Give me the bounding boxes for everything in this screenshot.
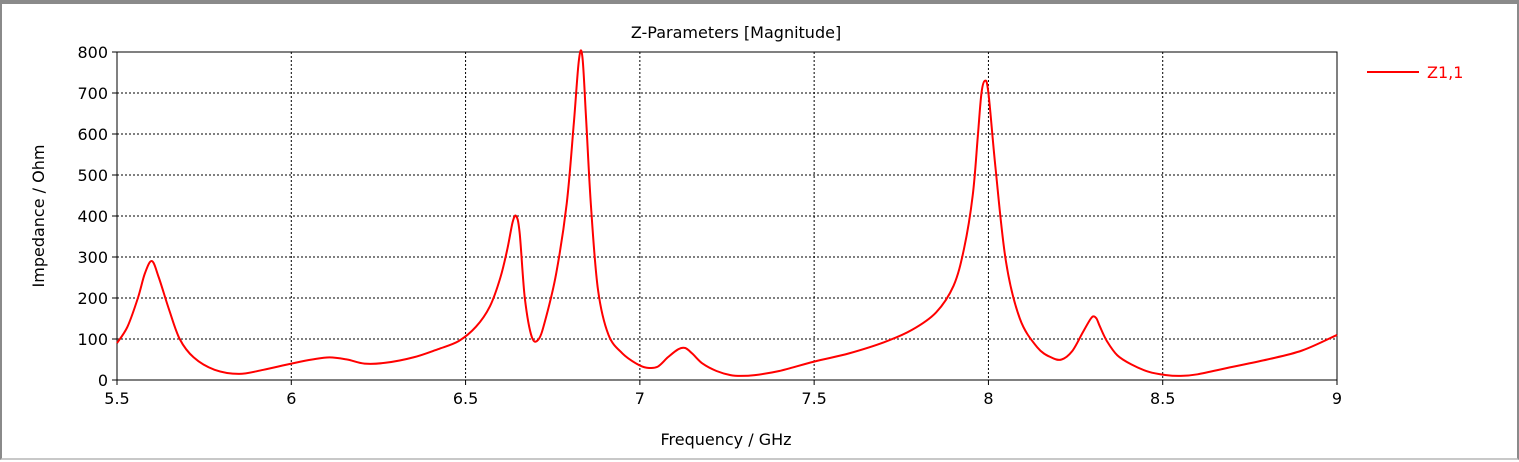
legend-label-z11: Z1,1	[1427, 63, 1463, 82]
y-tick-label: 200	[77, 289, 108, 308]
series-line-z11	[116, 49, 1338, 377]
y-tick-label: 300	[77, 248, 108, 267]
x-tick-label: 7.5	[801, 389, 826, 408]
x-tick-label: 8.5	[1150, 389, 1175, 408]
y-axis-label: Impedance / Ohm	[29, 145, 48, 288]
legend: Z1,1	[1367, 63, 1463, 82]
grid-lines	[117, 52, 1337, 380]
y-tick-label: 500	[77, 166, 108, 185]
x-tick-label: 8	[983, 389, 993, 408]
x-axis-ticks: 5.5 6 6.5 7 7.5 8 8.5 9	[104, 380, 1342, 408]
chart-title: Z-Parameters [Magnitude]	[631, 23, 841, 42]
x-tick-label: 6	[286, 389, 296, 408]
x-tick-label: 5.5	[104, 389, 129, 408]
x-tick-label: 9	[1332, 389, 1342, 408]
x-tick-label: 7	[635, 389, 645, 408]
x-tick-label: 6.5	[453, 389, 478, 408]
y-tick-label: 800	[77, 43, 108, 62]
x-axis-label: Frequency / GHz	[660, 430, 791, 449]
y-tick-label: 600	[77, 125, 108, 144]
y-axis-ticks: 0 100 200 300 400 500 600 700 800	[77, 43, 117, 390]
y-tick-label: 400	[77, 207, 108, 226]
chart-svg: Z-Parameters [Magnitude] 5.5 6 6.5 7 7.5 8 8.5…	[29, 23, 1463, 449]
y-tick-label: 0	[98, 371, 108, 390]
y-tick-label: 100	[77, 330, 108, 349]
y-tick-label: 700	[77, 84, 108, 103]
